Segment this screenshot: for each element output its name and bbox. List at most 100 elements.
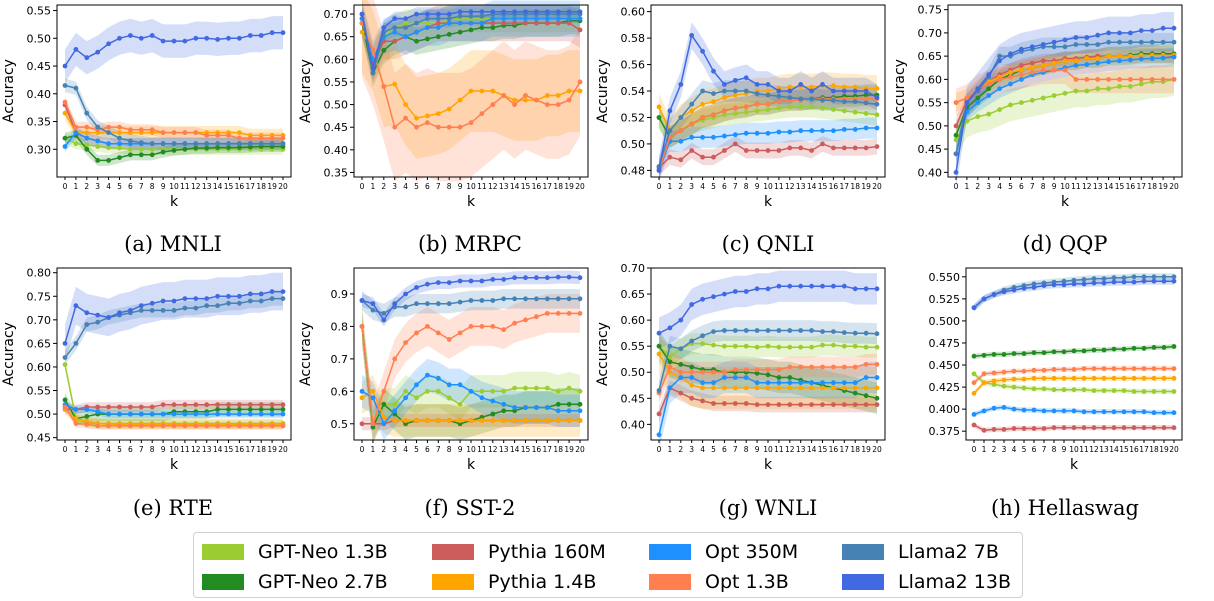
data-point	[84, 142, 90, 148]
series-band	[659, 380, 877, 422]
data-point	[269, 30, 275, 36]
data-point	[689, 134, 695, 140]
x-tick-label: 8	[150, 445, 155, 454]
data-point	[953, 151, 959, 157]
x-tick-label: 8	[744, 445, 749, 454]
x-tick-label: 17	[246, 182, 256, 191]
data-point	[732, 141, 738, 147]
y-tick-label: 0.50	[918, 120, 943, 133]
data-point	[1061, 408, 1067, 414]
x-tick-label: 10	[1060, 182, 1070, 191]
data-point	[62, 144, 68, 149]
data-point	[138, 127, 144, 133]
data-point	[975, 86, 981, 92]
data-point	[1061, 387, 1067, 393]
data-point	[381, 421, 387, 427]
data-point	[1128, 53, 1133, 59]
data-point	[852, 99, 858, 104]
data-point	[523, 97, 528, 103]
x-tick-label: 13	[1099, 445, 1109, 454]
data-point	[656, 351, 662, 357]
data-point	[732, 328, 738, 333]
x-tick-label: 14	[510, 445, 520, 454]
data-point	[776, 367, 782, 372]
data-point	[1111, 346, 1117, 352]
data-point	[457, 13, 463, 19]
data-point	[1073, 77, 1079, 82]
y-axis-label: Accuracy	[595, 322, 611, 386]
data-point	[84, 414, 90, 419]
data-point	[986, 86, 992, 92]
data-point	[414, 395, 419, 401]
data-point	[479, 20, 485, 26]
y-tick-label: 0.30	[27, 143, 52, 156]
data-point	[247, 423, 253, 429]
x-tick-label: 9	[1062, 445, 1067, 454]
data-point	[765, 107, 771, 112]
data-point	[1021, 385, 1027, 391]
data-point	[991, 427, 997, 432]
data-point	[84, 322, 90, 327]
data-point	[457, 9, 463, 15]
data-point	[863, 111, 869, 116]
data-point	[370, 395, 376, 401]
data-point	[1041, 350, 1047, 356]
x-tick-label: 0	[657, 182, 662, 191]
x-tick-label: 17	[840, 182, 850, 191]
x-tick-label: 11	[180, 445, 190, 454]
data-point	[711, 68, 716, 74]
data-point	[370, 70, 376, 76]
data-point	[1019, 63, 1024, 68]
data-point	[73, 47, 79, 52]
data-point	[414, 285, 419, 290]
x-tick-label: 11	[1079, 445, 1089, 454]
data-point	[820, 385, 825, 391]
x-tick-label: 20	[1169, 445, 1179, 454]
data-point	[689, 382, 695, 388]
data-point	[667, 343, 673, 349]
data-point	[425, 113, 430, 119]
data-point	[160, 141, 166, 147]
data-point	[1161, 345, 1167, 350]
data-point	[754, 108, 760, 114]
data-point	[577, 16, 583, 21]
data-point	[370, 307, 376, 313]
data-point	[863, 362, 869, 367]
data-point	[446, 395, 452, 401]
data-point	[512, 102, 517, 107]
data-point	[1101, 276, 1107, 281]
data-point	[1138, 52, 1144, 58]
data-point	[258, 407, 264, 412]
data-point	[1160, 55, 1166, 61]
data-point	[722, 328, 727, 333]
x-tick-label: 8	[447, 445, 452, 454]
data-point	[193, 402, 199, 408]
data-point	[95, 423, 101, 429]
data-point	[577, 88, 583, 94]
data-point	[831, 329, 836, 334]
x-tick-label: 9	[458, 445, 463, 454]
data-point	[237, 35, 242, 41]
x-tick-label: 3	[95, 182, 100, 191]
series-band	[65, 291, 283, 365]
data-point	[820, 342, 825, 348]
data-point	[1040, 95, 1046, 101]
x-tick-label: 0	[972, 445, 977, 454]
series-band	[956, 32, 1174, 164]
data-point	[1141, 425, 1147, 431]
data-point	[425, 301, 430, 307]
data-point	[1151, 425, 1157, 431]
data-point	[1095, 42, 1101, 47]
data-point	[425, 281, 430, 287]
data-point	[523, 16, 528, 21]
data-point	[117, 124, 122, 130]
y-tick-label: 0.400	[929, 403, 961, 416]
data-point	[1095, 60, 1101, 66]
data-point	[403, 102, 408, 107]
data-point	[1029, 70, 1035, 75]
data-point	[269, 141, 275, 147]
data-point	[512, 405, 517, 410]
data-point	[667, 128, 673, 134]
caption-a: (a) MNLI	[124, 232, 222, 256]
data-point	[1029, 44, 1035, 50]
